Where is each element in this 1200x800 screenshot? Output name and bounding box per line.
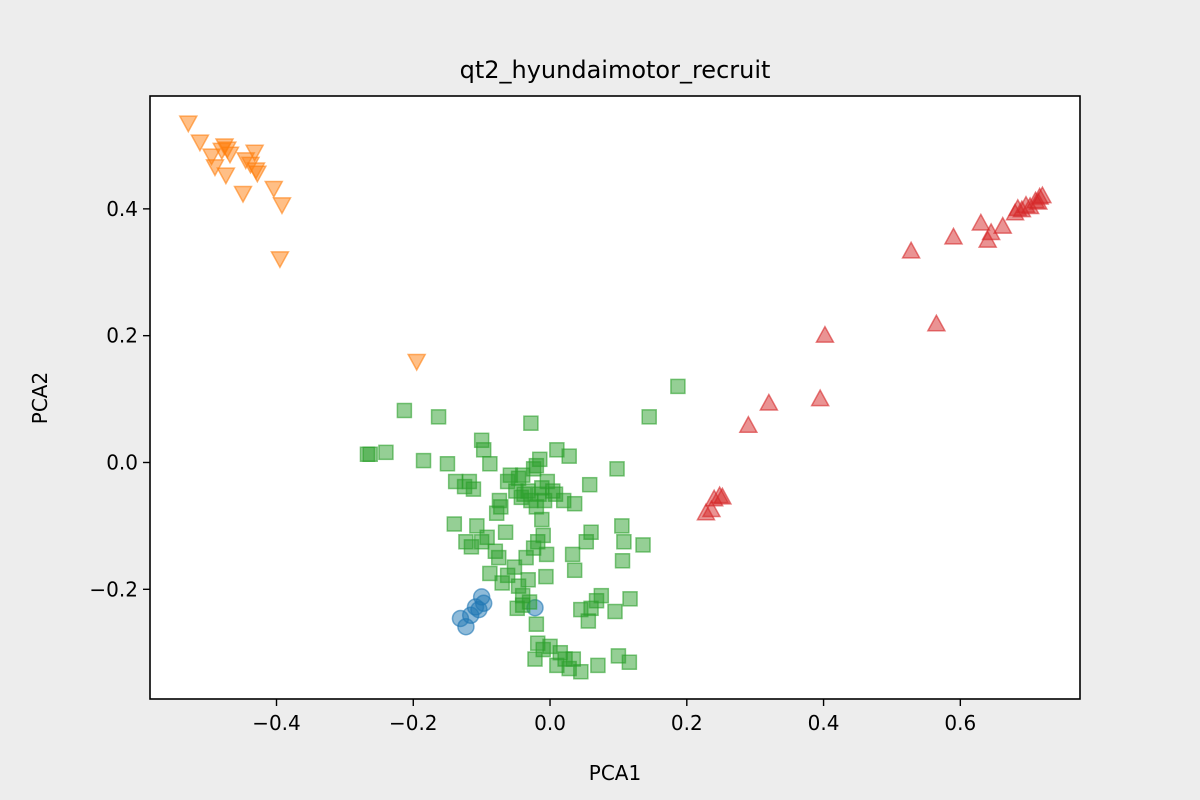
data-point-square (362, 446, 378, 462)
data-point-square (475, 442, 492, 458)
series-square (359, 378, 686, 680)
data-point-square (523, 415, 539, 431)
data-point-square (506, 559, 523, 575)
data-point-triangle-down (220, 146, 240, 165)
data-point-square (538, 546, 555, 563)
plot-area (150, 96, 1080, 699)
data-point-circle (474, 594, 493, 613)
x-tick-label: −0.4 (252, 711, 301, 735)
data-point-square (430, 409, 447, 425)
data-point-square (482, 565, 498, 582)
data-point-square (528, 457, 545, 474)
data-point-square (581, 476, 598, 493)
data-point-square (622, 591, 638, 607)
data-point-square (534, 511, 550, 528)
data-point-triangle-up (712, 486, 733, 505)
x-axis-ticks: −0.4 −0.2 0.0 0.2 0.4 0.6 (252, 699, 976, 735)
y-tick-label: −0.2 (89, 577, 138, 601)
data-point-triangle-down (216, 167, 236, 186)
data-point-square (614, 518, 630, 534)
data-point-triangle-down (233, 185, 253, 204)
y-tick-label: 0.2 (106, 324, 138, 348)
data-point-triangle-down (270, 251, 290, 269)
data-points (178, 115, 1053, 680)
data-point-square (518, 549, 534, 566)
series-triangle-up (696, 185, 1053, 521)
data-point-square (609, 461, 625, 477)
chart-title: qt2_hyundaimotor_recruit (460, 56, 771, 84)
x-axis-label: PCA1 (589, 761, 641, 785)
data-point-triangle-up (971, 212, 991, 231)
data-point-square (396, 402, 413, 419)
data-point-square (473, 534, 490, 550)
data-point-square (573, 663, 589, 680)
data-point-triangle-up (701, 499, 722, 518)
data-point-square (378, 444, 394, 461)
data-point-triangle-down (201, 148, 222, 167)
data-point-square (493, 499, 509, 515)
data-point-triangle-up (815, 325, 835, 343)
data-point-square (573, 601, 589, 618)
data-point-triangle-down (247, 165, 268, 184)
data-point-square (566, 495, 583, 512)
data-point-square (670, 378, 686, 395)
data-point-square (635, 537, 651, 553)
data-point-square (520, 572, 536, 588)
x-tick-label: −0.2 (389, 711, 438, 735)
x-tick-label: 0.6 (944, 711, 976, 735)
data-point-triangle-up (992, 216, 1013, 234)
data-point-square (521, 594, 538, 610)
data-point-square (446, 516, 463, 532)
x-tick-label: 0.2 (671, 711, 703, 735)
data-point-square (491, 549, 507, 566)
data-point-square (564, 546, 581, 563)
data-point-triangle-up (901, 240, 921, 259)
data-point-square (561, 448, 577, 464)
data-point-square (641, 409, 657, 425)
plot-frame (149, 95, 1081, 700)
y-tick-label: 0.0 (106, 450, 138, 474)
data-point-square (616, 534, 632, 550)
y-axis-ticks: −0.2 0.0 0.2 0.4 (89, 197, 150, 601)
data-point-triangle-up (759, 392, 779, 411)
data-point-square (535, 527, 551, 544)
data-point-square (565, 651, 582, 667)
data-point-square (514, 467, 531, 483)
data-point-triangle-down (264, 180, 284, 199)
data-point-triangle-up (1028, 191, 1049, 210)
data-point-square (607, 603, 623, 620)
series-circle (451, 588, 544, 636)
data-point-square (497, 524, 514, 540)
data-point-square (465, 481, 482, 497)
data-point-triangle-up (926, 313, 947, 332)
y-tick-label: 0.4 (106, 197, 138, 221)
data-point-square (528, 616, 545, 632)
y-axis-label: PCA2 (28, 372, 52, 424)
data-point-square (538, 568, 554, 585)
data-point-triangle-down (406, 353, 427, 372)
data-point-triangle-up (738, 415, 759, 433)
x-tick-label: 0.0 (534, 711, 566, 735)
data-point-square (566, 562, 583, 579)
data-point-square (614, 553, 631, 569)
data-point-square (415, 452, 432, 469)
data-point-square (482, 456, 498, 472)
data-point-square (583, 524, 599, 540)
data-point-square (590, 657, 606, 674)
data-point-triangle-down (178, 115, 199, 134)
data-point-square (542, 638, 558, 655)
series-triangle-down (178, 115, 427, 372)
data-point-square (469, 518, 485, 534)
data-point-square (621, 654, 638, 670)
data-point-triangle-down (272, 197, 292, 215)
data-point-square (593, 587, 610, 604)
data-point-triangle-down (244, 144, 265, 163)
x-tick-label: 0.4 (808, 711, 840, 735)
data-point-triangle-down (190, 134, 210, 153)
data-point-square (439, 456, 456, 472)
data-point-triangle-up (810, 388, 830, 407)
data-point-triangle-up (943, 226, 964, 245)
